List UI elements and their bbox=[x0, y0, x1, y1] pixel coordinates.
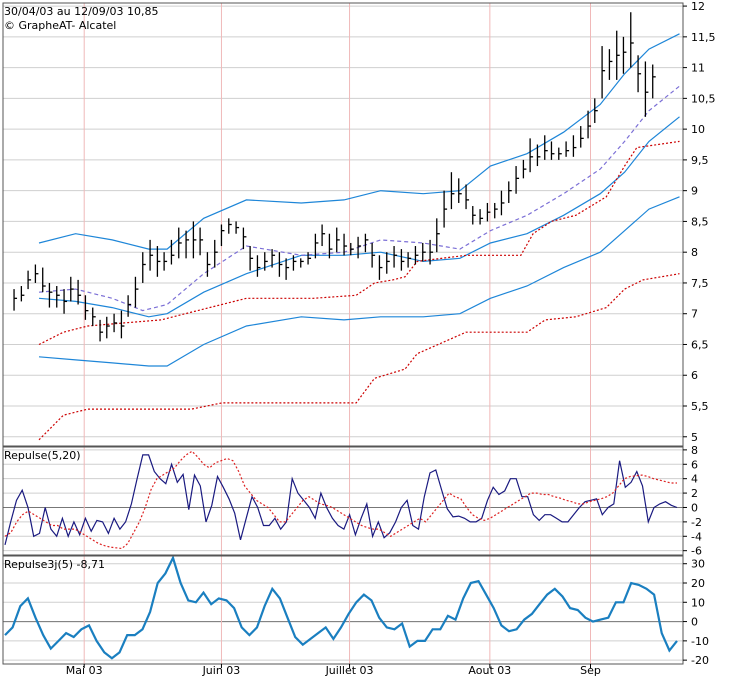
panel-frame bbox=[2, 2, 684, 447]
frame-layer bbox=[2, 2, 684, 665]
x-tick-label: Aout 03 bbox=[468, 664, 511, 676]
y-tick-label: 5 bbox=[691, 431, 698, 444]
y-tick-label: 2 bbox=[691, 487, 698, 500]
tick-layer: 12 11,5 11 10,5 10 9,5 9 8,5 8 7,5 7 6,5 6 5,5 5 Mai 03… bbox=[66, 0, 716, 676]
repulse3-title: Repulse3j(5) -8,71 bbox=[4, 558, 105, 571]
y-tick-label: 10 bbox=[691, 596, 705, 609]
y-tick-label: 0 bbox=[691, 616, 698, 629]
y-tick-label: 4 bbox=[691, 473, 698, 486]
y-tick-label: -4 bbox=[691, 530, 702, 543]
y-tick-label: 8 bbox=[691, 246, 698, 259]
y-tick-label: 12 bbox=[691, 0, 705, 13]
header-copyright: © GrapheAT- Alcatel bbox=[4, 19, 116, 32]
y-tick-label: 6,5 bbox=[691, 338, 709, 351]
y-tick-label: 20 bbox=[691, 577, 705, 590]
y-tick-label: 9 bbox=[691, 185, 698, 198]
y-tick-label: 7 bbox=[691, 308, 698, 321]
y-tick-label: 6 bbox=[691, 458, 698, 471]
y-tick-label: 9,5 bbox=[691, 154, 709, 167]
y-tick-label: 8 bbox=[691, 444, 698, 457]
y-tick-label: 0 bbox=[691, 501, 698, 514]
y-tick-label: -2 bbox=[691, 516, 702, 529]
repulse-series-1 bbox=[4, 454, 678, 546]
x-tick-label: Mai 03 bbox=[66, 664, 103, 676]
panel-frame bbox=[2, 555, 684, 665]
repulse-series-2 bbox=[4, 450, 677, 550]
x-tick-label: Juillet 03 bbox=[325, 664, 374, 676]
lower-band-line bbox=[38, 116, 680, 318]
x-tick-label: Juin 03 bbox=[202, 664, 241, 676]
y-tick-label: -20 bbox=[691, 654, 709, 667]
y-tick-label: 10,5 bbox=[691, 92, 716, 105]
series-layer bbox=[4, 12, 680, 660]
panel-frame bbox=[2, 446, 684, 556]
outer-lower-band-line bbox=[38, 196, 680, 367]
stop-lower-line bbox=[38, 273, 680, 441]
y-tick-label: 6 bbox=[691, 369, 698, 382]
header-title: 30/04/03 au 12/09/03 10,85 bbox=[4, 5, 159, 18]
repulse3-series bbox=[4, 554, 678, 660]
y-tick-label: 30 bbox=[691, 558, 705, 571]
y-tick-label: 11 bbox=[691, 62, 705, 75]
middle-average-line bbox=[38, 85, 680, 312]
y-tick-label: 8,5 bbox=[691, 215, 709, 228]
y-tick-label: 11,5 bbox=[691, 31, 716, 44]
y-tick-label: 7,5 bbox=[691, 277, 709, 290]
y-tick-label: 10 bbox=[691, 123, 705, 136]
grid-layer bbox=[3, 3, 683, 664]
y-tick-label: -6 bbox=[691, 545, 702, 558]
upper-band-line bbox=[38, 33, 680, 250]
repulse-title: Repulse(5,20) bbox=[4, 449, 81, 462]
y-tick-label: -10 bbox=[691, 635, 709, 648]
x-tick-label: Sep bbox=[580, 664, 601, 676]
y-tick-label: 5,5 bbox=[691, 400, 709, 413]
